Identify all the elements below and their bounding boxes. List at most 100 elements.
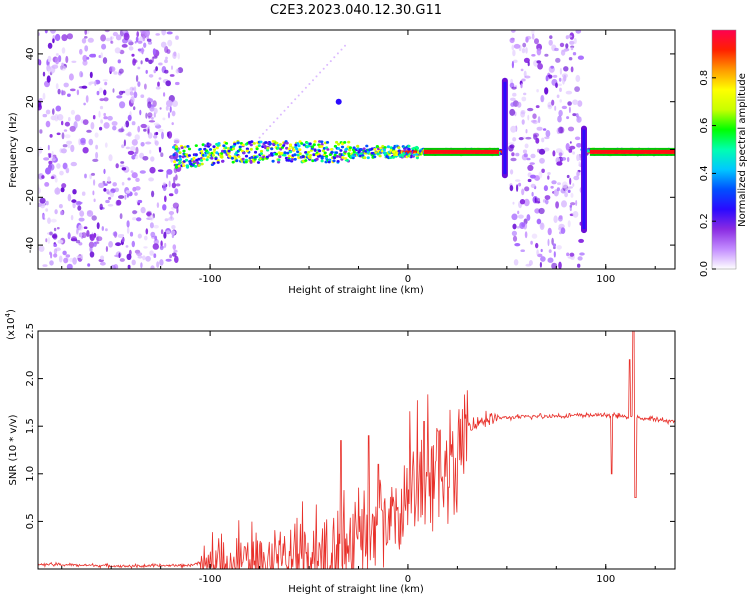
noise-blob [84, 30, 87, 35]
ridge-blob [332, 159, 336, 163]
noise-blob [132, 217, 137, 221]
ridge-blob [200, 150, 204, 153]
noise-blob [62, 162, 68, 170]
x-tick-label: 0 [405, 274, 411, 285]
ridge-blob [241, 157, 245, 161]
noise-blob [72, 201, 76, 209]
noise-blob [511, 230, 517, 237]
noise-blob [561, 181, 568, 189]
branch-dot [333, 56, 336, 59]
ridge-blob [320, 143, 324, 146]
noise-blob [160, 229, 164, 235]
noise-blob [84, 36, 88, 39]
noise-blob [67, 193, 72, 202]
noise-blob [539, 157, 545, 164]
ridge-blob [283, 153, 287, 157]
noise-blob [530, 183, 536, 188]
ridge-blob [241, 143, 245, 147]
noise-blob [553, 251, 556, 258]
noise-blob [100, 52, 103, 59]
noise-blob [553, 215, 558, 223]
noise-blob [81, 191, 86, 196]
ridge-blob [274, 152, 279, 156]
snr-x-axis-label: Height of straight line (km) [288, 584, 424, 595]
noise-blob [566, 252, 570, 257]
noise-blob [60, 148, 67, 154]
noise-blob [87, 37, 94, 43]
noise-blob [38, 245, 45, 252]
noise-blob [558, 109, 563, 117]
ridge-blob [298, 152, 302, 156]
noise-blob [552, 150, 556, 157]
noise-blob [124, 88, 131, 96]
ridge-blob [229, 145, 233, 149]
noise-blob [572, 99, 578, 105]
ridge-blob [335, 140, 339, 144]
noise-blob [88, 138, 94, 146]
ridge-blob [290, 158, 294, 161]
noise-blob [54, 209, 58, 215]
noise-blob [537, 197, 541, 204]
ridge-blob [300, 142, 304, 145]
noise-blob [99, 98, 105, 102]
noise-blob [140, 60, 143, 65]
noise-blob [529, 162, 535, 165]
noise-blob [564, 192, 568, 198]
noise-blob [47, 217, 51, 224]
noise-blob [58, 255, 63, 263]
ridge-blob [320, 140, 324, 144]
y-tick-label: -20 [25, 189, 36, 205]
noise-blob [135, 36, 139, 43]
noise-blob [545, 130, 551, 138]
noise-blob [125, 120, 130, 128]
noise-blob [563, 74, 567, 82]
noise-blob [166, 169, 173, 175]
ridge-blob [265, 155, 269, 159]
noise-blob [170, 155, 174, 163]
noise-blob [566, 174, 570, 179]
noise-blob [153, 224, 159, 229]
noise-blob [42, 113, 48, 118]
noise-blob [65, 167, 70, 174]
noise-blob [168, 211, 175, 215]
ridge-blob [198, 147, 202, 151]
ridge-blob [359, 148, 363, 152]
branch-dot [336, 52, 339, 55]
noise-blob [518, 214, 524, 219]
noise-blob [153, 253, 157, 258]
noise-blob [527, 107, 534, 112]
ridge-blob [412, 153, 417, 157]
ridge-blob [318, 149, 322, 153]
noise-blob [134, 151, 137, 157]
noise-blob [553, 246, 556, 250]
noise-blob [557, 83, 562, 87]
noise-blob [133, 106, 136, 111]
noise-blob [94, 132, 99, 138]
ridge-blob [415, 146, 420, 150]
ridge-blob [216, 161, 220, 164]
noise-blob [151, 56, 155, 63]
ridge-blob [212, 161, 216, 165]
ridge-core [394, 150, 396, 154]
noise-blob [169, 254, 173, 259]
colorbar-label: Normalized spectral amplitude [737, 73, 748, 227]
ridge-blob [182, 164, 186, 168]
noise-blob [511, 44, 515, 51]
noise-blob [157, 81, 160, 87]
noise-blob [532, 113, 537, 119]
noise-blob [162, 185, 167, 192]
y-tick-label: 1.5 [25, 418, 36, 434]
noise-blob [86, 129, 92, 133]
ridge-blob [302, 143, 306, 147]
ridge-blob [276, 146, 280, 150]
ridge-blob [259, 152, 263, 156]
noise-blob [145, 69, 148, 74]
noise-blob [127, 114, 132, 121]
noise-blob [167, 39, 173, 47]
noise-blob [159, 259, 164, 266]
ridge-blob [337, 147, 341, 150]
ridge-blob [280, 151, 284, 155]
noise-blob [72, 189, 77, 195]
ridge-blob [366, 156, 370, 160]
noise-blob [55, 53, 59, 56]
